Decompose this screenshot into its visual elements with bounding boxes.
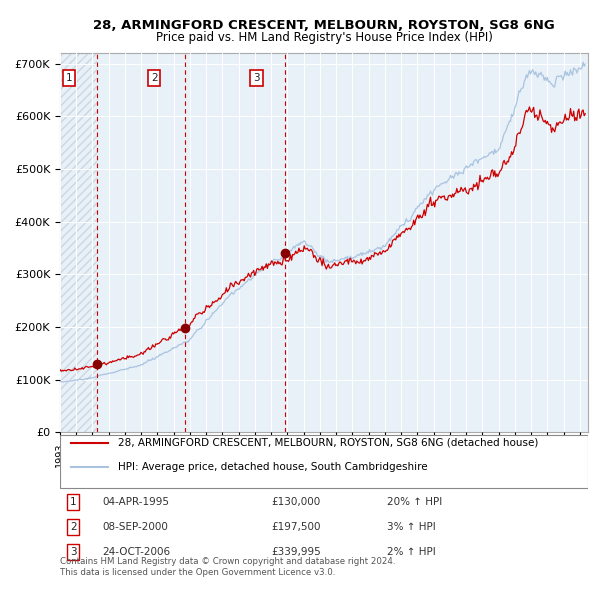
Text: 2% ↑ HPI: 2% ↑ HPI (388, 547, 436, 557)
Text: 1: 1 (70, 497, 77, 507)
Text: 04-APR-1995: 04-APR-1995 (102, 497, 169, 507)
Text: 24-OCT-2006: 24-OCT-2006 (102, 547, 170, 557)
Text: 20% ↑ HPI: 20% ↑ HPI (388, 497, 443, 507)
Text: 08-SEP-2000: 08-SEP-2000 (102, 522, 168, 532)
Text: 2: 2 (151, 73, 158, 83)
Text: £339,995: £339,995 (271, 547, 321, 557)
Text: 28, ARMINGFORD CRESCENT, MELBOURN, ROYSTON, SG8 6NG: 28, ARMINGFORD CRESCENT, MELBOURN, ROYST… (93, 19, 555, 32)
Text: £197,500: £197,500 (271, 522, 321, 532)
Text: 1: 1 (65, 73, 72, 83)
Text: Price paid vs. HM Land Registry's House Price Index (HPI): Price paid vs. HM Land Registry's House … (155, 31, 493, 44)
Text: 3: 3 (253, 73, 260, 83)
Text: HPI: Average price, detached house, South Cambridgeshire: HPI: Average price, detached house, Sout… (118, 463, 428, 473)
Text: Contains HM Land Registry data © Crown copyright and database right 2024.
This d: Contains HM Land Registry data © Crown c… (60, 558, 395, 577)
Text: £130,000: £130,000 (271, 497, 320, 507)
Text: 3: 3 (70, 547, 77, 557)
Text: 2: 2 (70, 522, 77, 532)
FancyBboxPatch shape (60, 435, 588, 488)
Text: 3% ↑ HPI: 3% ↑ HPI (388, 522, 436, 532)
Text: 28, ARMINGFORD CRESCENT, MELBOURN, ROYSTON, SG8 6NG (detached house): 28, ARMINGFORD CRESCENT, MELBOURN, ROYST… (118, 438, 538, 448)
